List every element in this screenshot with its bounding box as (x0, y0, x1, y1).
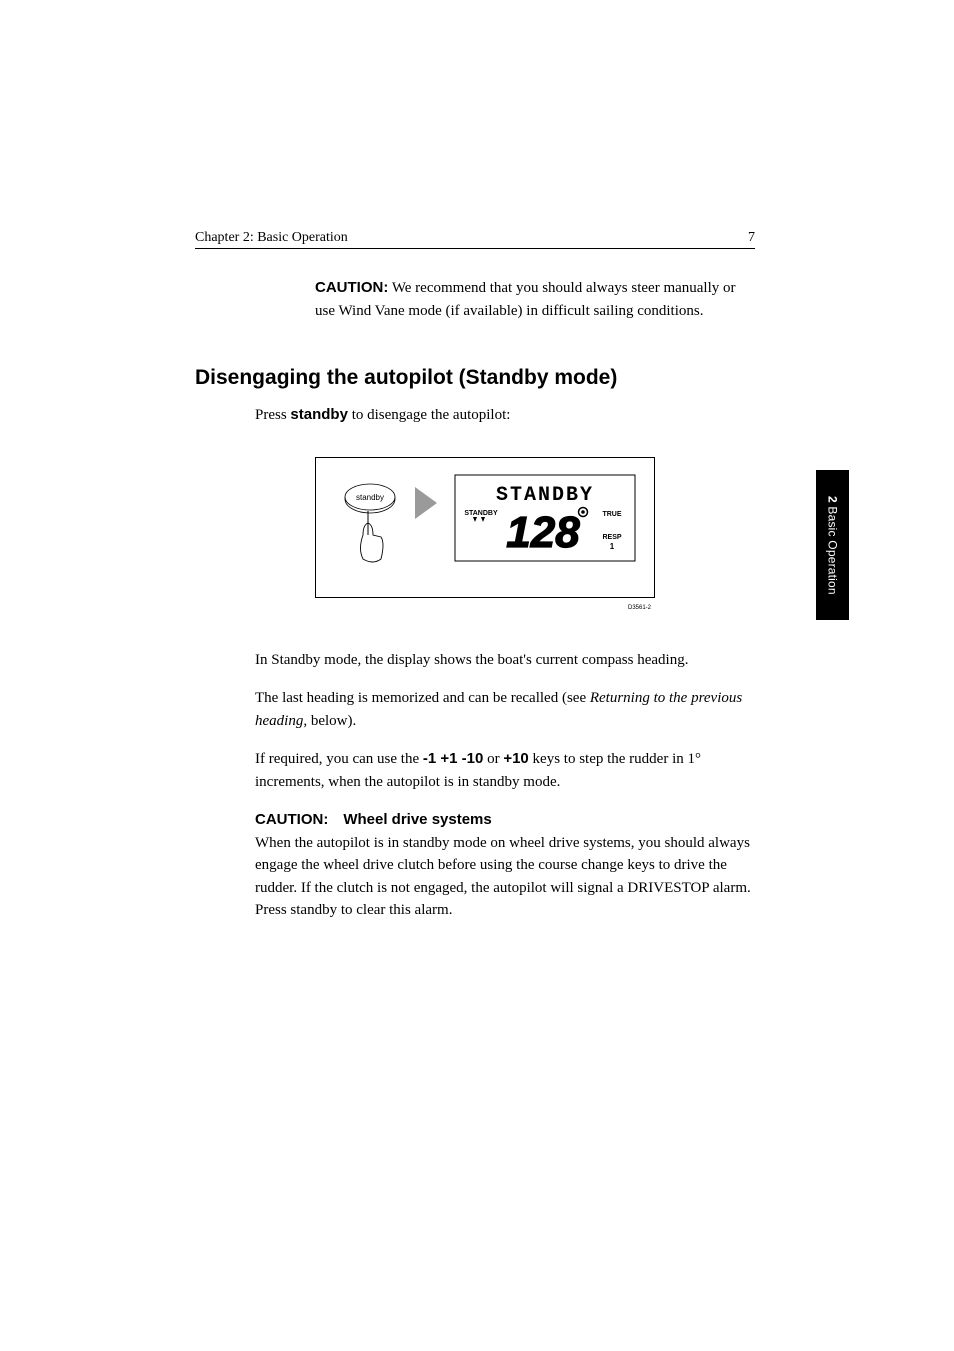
arrow-icon (415, 487, 437, 519)
side-tab-text: 2 Basic Operation (826, 496, 840, 595)
lcd-resp-label: RESP (602, 534, 621, 541)
line3-keys: -1 +1 -10 (423, 750, 483, 767)
down-arrow-1 (473, 517, 477, 522)
lcd-top-text: STANDBY (496, 484, 594, 507)
diagram-code: D3561-2 (628, 605, 652, 611)
after-diagram-line1: In Standby mode, the display shows the b… (255, 649, 755, 672)
side-tab: 2 Basic Operation (816, 470, 849, 620)
standby-diagram: D3561-2 standby STANDBY S (315, 457, 755, 617)
page: Chapter 2: Basic Operation 7 CAUTION: We… (0, 0, 954, 1351)
intro-suffix: to disengage the autopilot: (348, 407, 510, 423)
chapter-title: Chapter 2: Basic Operation (195, 230, 348, 246)
caution2-label: CAUTION: (255, 811, 328, 828)
button-label: standby (356, 493, 384, 502)
lcd-resp-num: 1 (610, 542, 615, 551)
line2-prefix: The last heading is memorized and can be… (255, 690, 590, 706)
hand-pointer-icon (361, 511, 384, 562)
line3-mid: or (483, 751, 503, 767)
line2-suffix: , below). (303, 713, 356, 729)
after-diagram-line2: The last heading is memorized and can be… (255, 687, 755, 732)
running-header: Chapter 2: Basic Operation 7 (195, 230, 755, 249)
caution2-title: Wheel drive systems (343, 811, 491, 828)
line3-prefix: If required, you can use the (255, 751, 423, 767)
diagram-svg: D3561-2 standby STANDBY S (315, 457, 655, 612)
down-arrow-2 (481, 517, 485, 522)
page-number: 7 (748, 230, 755, 246)
lcd-left-label: STANDBY (464, 510, 498, 517)
outer-box (316, 457, 655, 597)
side-tab-label: Basic Operation (826, 502, 840, 594)
after-diagram-line3: If required, you can use the -1 +1 -10 o… (255, 748, 755, 793)
section-heading: Disengaging the autopilot (Standby mode) (195, 366, 755, 390)
caution2-body: When the autopilot is in standby mode on… (255, 835, 751, 919)
caution-block-1: CAUTION: We recommend that you should al… (315, 277, 755, 322)
degree-inner (581, 510, 585, 514)
intro-prefix: Press (255, 407, 287, 423)
caution-label: CAUTION: (315, 279, 388, 296)
content-column: Chapter 2: Basic Operation 7 CAUTION: We… (195, 230, 755, 922)
lcd-true-label: TRUE (602, 511, 621, 518)
section-intro: Press standby to disengage the autopilot… (255, 404, 755, 427)
line3-keys2: +10 (503, 750, 528, 767)
lcd-heading-value: 128 (506, 508, 580, 557)
caution-block-2: CAUTION: Wheel drive systems When the au… (255, 809, 755, 922)
standby-button-icon: standby (345, 484, 395, 513)
standby-key-label: standby (290, 406, 348, 423)
